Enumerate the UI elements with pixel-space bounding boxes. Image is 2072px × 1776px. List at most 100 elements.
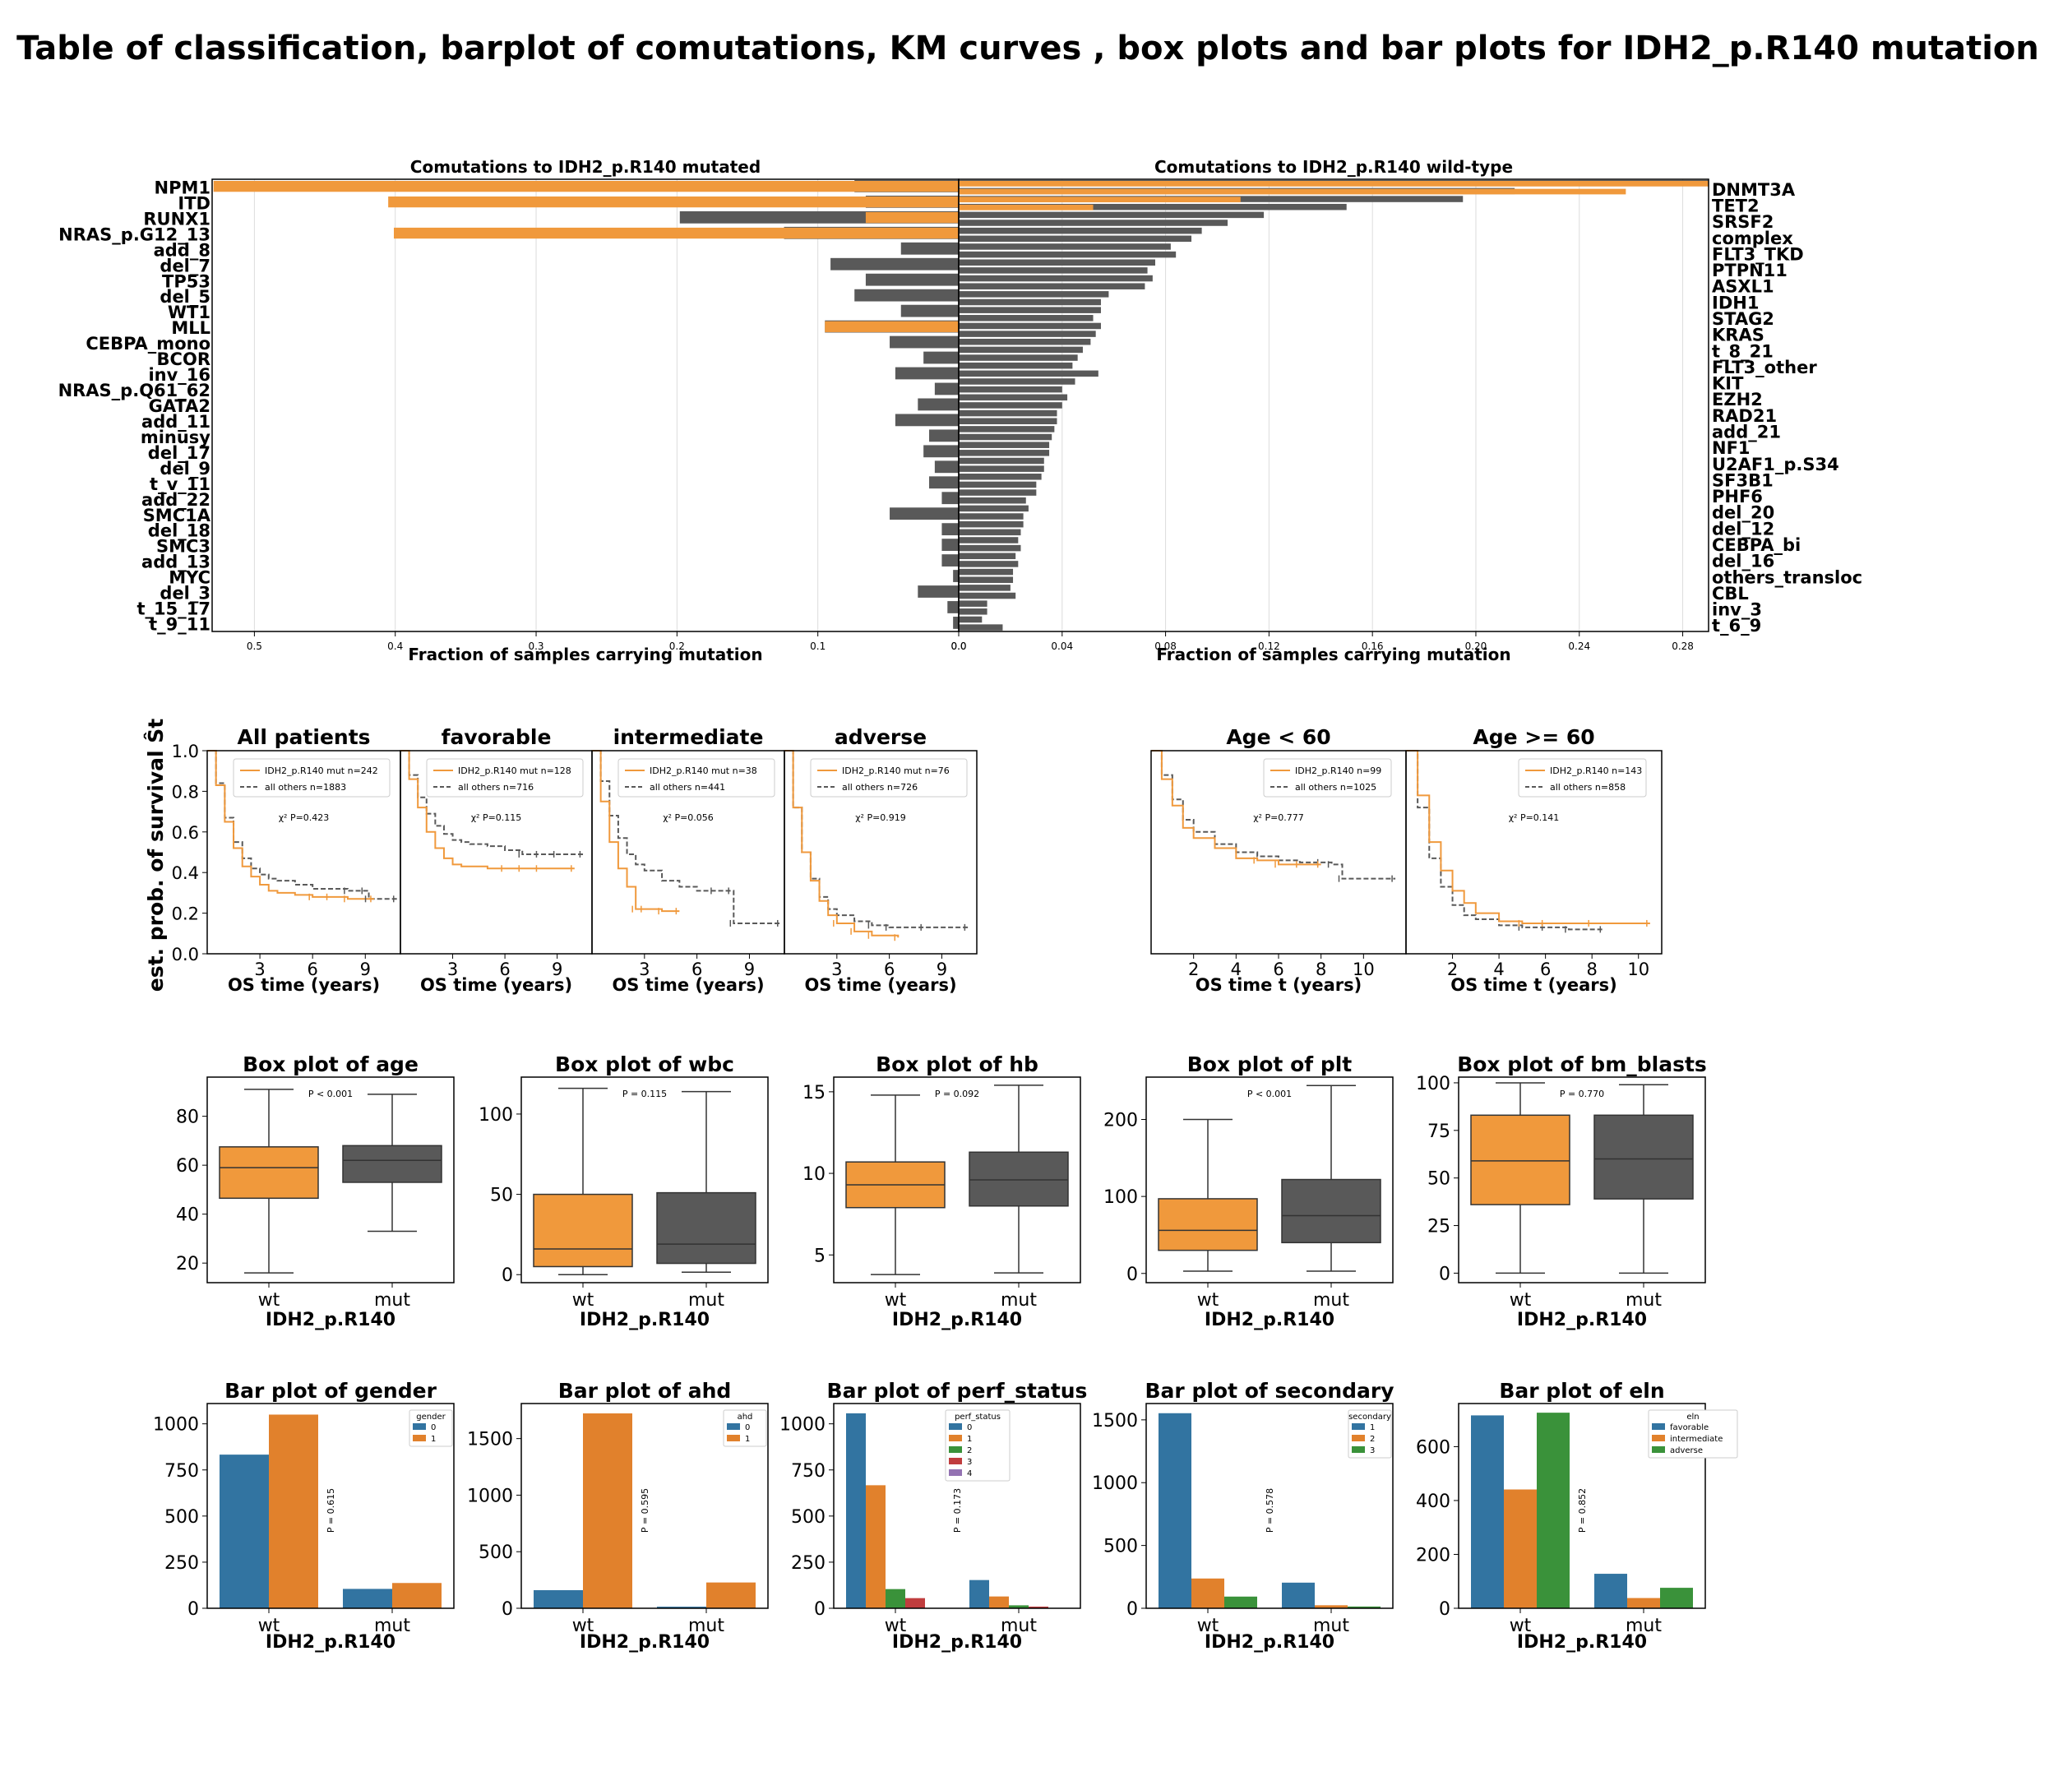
bar-mut-series-2	[1009, 1605, 1029, 1608]
km-curve-all-others	[400, 750, 584, 855]
bar-title: Bar plot of eln	[1499, 1379, 1664, 1403]
box-title: Box plot of bm_blasts	[1457, 1052, 1707, 1076]
y-tick-label: 10	[802, 1164, 826, 1185]
x-axis-label: Fraction of samples carrying mutation	[1156, 645, 1510, 664]
comut-bar-gray	[923, 445, 959, 458]
y-tick-label: 1500	[1092, 1411, 1138, 1431]
x-tick-label: 0.4	[387, 641, 403, 652]
legend-swatch	[413, 1435, 426, 1441]
comut-bar-orange	[388, 196, 959, 208]
comut-bar-gray	[890, 507, 959, 520]
figure-title: Table of classification, barplot of comu…	[16, 30, 2039, 67]
x-tick-label: mut	[1626, 1616, 1662, 1636]
y-tick-label: 500	[1103, 1537, 1138, 1557]
comut-bar-gray	[959, 520, 1024, 528]
comut-bar-gray	[959, 592, 1016, 599]
x-tick-label: mut	[1001, 1290, 1037, 1311]
legend-label-all-others: all others n=726	[842, 782, 918, 793]
p-value: P = 0.115	[622, 1089, 667, 1099]
category-label: inv_3	[1712, 600, 1762, 620]
x-tick-label: 0.24	[1568, 641, 1590, 652]
category-label: t_6_9	[1712, 616, 1761, 636]
km-panel: 2 4 6 8 10 Age < 60 OS time t (years) IDH2_p.R1…	[1150, 725, 1407, 995]
bar-mut-series-2	[1315, 1605, 1348, 1608]
bar-mut-series-0	[969, 1579, 989, 1608]
legend-swatch	[949, 1435, 962, 1441]
comutation-panel-right: 0.0 0.04 0.08 0.12 0.16 0.20 0.24 0.28 DNMT3ATET…	[950, 157, 1862, 664]
box-title: Box plot of wbc	[555, 1052, 734, 1076]
bar-mut-series-1	[392, 1583, 442, 1608]
box-mut	[969, 1151, 1069, 1207]
comut-bar-gray	[959, 616, 983, 623]
x-tick-label: 6	[1273, 960, 1283, 979]
x-tick-label: 8	[1316, 960, 1326, 979]
axes-frame	[958, 178, 1709, 632]
y-tick-label: 0.0	[172, 945, 199, 964]
category-label: NRAS_p.Q61_62	[58, 381, 210, 400]
legend-swatch	[949, 1469, 962, 1476]
category-label: ITD	[178, 193, 210, 213]
legend-title: ahd	[738, 1413, 753, 1422]
comut-bar-gray	[934, 460, 959, 474]
km-title: adverse	[835, 725, 927, 749]
legend-label-mutated: IDH2_p.R140 mut n=242	[265, 765, 378, 776]
legend-title: gender	[416, 1413, 446, 1422]
comut-bar-gray	[959, 450, 1050, 456]
bar-wt-series-1	[866, 1485, 886, 1608]
bar-wt-series-0	[220, 1455, 269, 1608]
box-panel: wt mut 20 40 60 80 Box plot of age P < 0.001 IDH…	[176, 1052, 455, 1330]
km-curve-all-others	[207, 750, 397, 900]
legend-box	[1518, 758, 1647, 798]
x-tick-label: 0.3	[528, 641, 543, 652]
y-tick-label: 0.6	[172, 823, 199, 843]
comut-bar-gray	[959, 505, 1029, 512]
comut-bar-gray	[959, 418, 1057, 424]
y-tick-label: 0.8	[172, 782, 199, 802]
legend-label-all-others: all others n=716	[458, 782, 534, 793]
comut-bar-gray	[959, 426, 1055, 432]
comutation-panel-left: 0.5 0.4 0.3 0.2 0.1 0.0 NPM1ITDRUNX1NRAS_p.G12…	[58, 157, 967, 664]
x-tick-label: wt	[1197, 1290, 1219, 1311]
y-tick-label: 1.0	[172, 742, 199, 761]
legend-label-all-others: all others n=858	[1550, 782, 1626, 793]
km-panel: 3 6 9 adverse OS time (years) IDH2_p.R140 mut…	[784, 725, 978, 995]
legend-label: intermediate	[1670, 1435, 1723, 1444]
legend-box	[1348, 1409, 1392, 1459]
legend-swatch	[1652, 1446, 1665, 1453]
comut-bar-gray	[959, 370, 1098, 377]
x-tick-label: 0.16	[1362, 641, 1384, 652]
km-title: favorable	[442, 725, 552, 749]
comut-bar-gray	[959, 544, 1021, 552]
category-label: ASXL1	[1712, 277, 1774, 297]
category-label: del_7	[160, 256, 210, 275]
axes-frame	[211, 178, 960, 632]
box-wt	[533, 1193, 633, 1268]
bar-wt-series-3	[905, 1598, 925, 1608]
legend-box	[233, 758, 391, 798]
comut-bar-gray	[959, 481, 1037, 488]
x-tick-label: mut	[1001, 1616, 1037, 1636]
legend-swatch	[1352, 1423, 1365, 1430]
box-title: Box plot of plt	[1187, 1052, 1353, 1076]
bar-title: Bar plot of secondary	[1145, 1379, 1394, 1403]
legend-label: 3	[967, 1458, 972, 1467]
comut-bar-gray	[959, 362, 1073, 369]
x-tick-label: wt	[258, 1616, 280, 1636]
legend-label: 0	[967, 1423, 972, 1432]
comut-bar-gray	[959, 283, 1145, 289]
legend-label-mutated: IDH2_p.R140 mut n=128	[458, 765, 571, 776]
comut-bar-gray	[918, 398, 959, 411]
y-tick-label: 1000	[779, 1415, 826, 1436]
bar-wt-series-favorable	[1471, 1415, 1504, 1608]
x-axis-label: OS time t (years)	[1450, 975, 1616, 995]
comut-bar-gray	[959, 354, 1078, 361]
comut-bar-gray	[959, 203, 1347, 210]
category-label: WT1	[168, 303, 210, 322]
box-mut	[1281, 1178, 1381, 1244]
comut-bar-gray	[854, 289, 959, 302]
comut-bar-gray	[941, 523, 959, 536]
comut-bar-gray	[959, 378, 1075, 385]
km-curve-mutated	[592, 750, 680, 913]
category-label: STAG2	[1712, 309, 1774, 329]
